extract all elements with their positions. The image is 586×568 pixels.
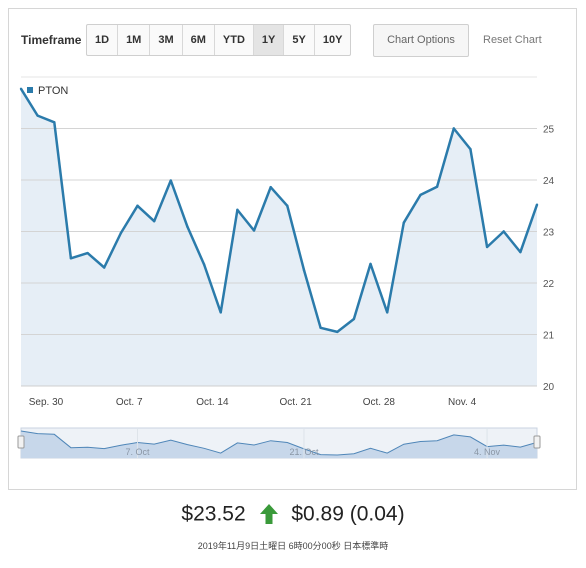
data-point[interactable] <box>336 330 339 334</box>
data-point[interactable] <box>169 179 173 182</box>
y-tick-label: 20 <box>543 382 555 393</box>
range-button-3m[interactable]: 3M <box>150 25 183 55</box>
navigator-line <box>20 430 538 456</box>
data-point[interactable] <box>519 250 522 254</box>
price-chart[interactable]: 20 21 22 23 24 25 Sep. 30 Oct. 7 Oct. 14 Oct. 21 O… <box>0 0 586 500</box>
navigator-handle-left[interactable] <box>17 435 25 449</box>
navigator-label: 4. Nov <box>474 447 501 457</box>
x-tick-label: Oct. 7 <box>116 397 143 408</box>
data-point[interactable] <box>419 193 422 197</box>
navigator-area <box>21 431 537 458</box>
data-point[interactable] <box>36 114 39 117</box>
y-tick-label: 23 <box>543 228 555 239</box>
data-point[interactable] <box>352 317 356 321</box>
y-tick-label: 21 <box>543 331 555 342</box>
data-point[interactable] <box>302 268 306 272</box>
data-point[interactable] <box>53 121 56 124</box>
x-tick-label: Oct. 28 <box>363 397 396 408</box>
data-point[interactable] <box>319 326 322 330</box>
range-button-1d[interactable]: 1D <box>87 25 119 55</box>
series-line-pton[interactable] <box>19 88 539 334</box>
price-area <box>21 88 537 387</box>
data-point[interactable] <box>186 225 189 229</box>
data-point[interactable] <box>136 204 139 207</box>
data-point[interactable] <box>252 229 256 232</box>
navigator-label: 7. Oct <box>126 447 151 457</box>
price-change: $0.89 (0.04) <box>291 502 405 526</box>
x-tick-label: Sep. 30 <box>29 397 64 408</box>
data-point[interactable] <box>385 311 389 314</box>
range-button-5y[interactable]: 5Y <box>284 25 315 55</box>
range-button-1m[interactable]: 1M <box>118 25 151 55</box>
data-point[interactable] <box>202 263 206 266</box>
data-point[interactable] <box>19 87 23 91</box>
range-button-1y[interactable]: 1Y <box>253 25 285 55</box>
timeframe-selector: 1D 1M 3M 6M YTD 1Y 5Y 10Y <box>86 24 352 56</box>
chart-options-button[interactable]: Chart Options <box>373 24 469 57</box>
data-point[interactable] <box>86 251 89 255</box>
navigator-handle-right[interactable] <box>533 435 541 449</box>
current-price: $23.52 <box>181 502 246 526</box>
data-point[interactable] <box>402 221 406 224</box>
data-point[interactable] <box>152 220 156 223</box>
data-point[interactable] <box>119 231 123 235</box>
data-point[interactable] <box>435 185 439 188</box>
x-tick-label: Oct. 21 <box>280 397 313 408</box>
data-point[interactable] <box>452 127 455 130</box>
data-point[interactable] <box>219 311 222 314</box>
data-point[interactable] <box>469 147 472 151</box>
y-tick-label: 24 <box>543 176 555 187</box>
data-point[interactable] <box>535 203 539 206</box>
arrow-up-icon <box>260 504 279 525</box>
reset-chart-button[interactable]: Reset Chart <box>483 34 542 46</box>
quote-line: $23.52 $0.89 (0.04) <box>0 502 586 526</box>
data-point[interactable] <box>236 208 239 212</box>
data-point[interactable] <box>269 186 272 189</box>
range-button-6m[interactable]: 6M <box>183 25 215 55</box>
y-tick-label: 25 <box>543 125 555 136</box>
data-point[interactable] <box>69 257 73 260</box>
y-tick-label: 22 <box>543 279 555 290</box>
data-point[interactable] <box>502 230 505 233</box>
x-tick-label: Oct. 14 <box>196 397 229 408</box>
range-button-ytd[interactable]: YTD <box>215 25 254 55</box>
data-point[interactable] <box>103 266 106 269</box>
legend-swatch <box>27 87 33 93</box>
data-point[interactable] <box>286 204 289 207</box>
data-point[interactable] <box>485 245 489 249</box>
quote-timestamp: 2019年11月9日土曜日 6時00分00秒 日本標準時 <box>197 541 389 551</box>
x-tick-label: Nov. 4 <box>448 397 477 408</box>
range-button-10y[interactable]: 10Y <box>322 34 343 46</box>
timeframe-label: Timeframe <box>21 33 82 47</box>
navigator-label: 21. Oct <box>289 447 319 457</box>
data-point[interactable] <box>369 262 372 266</box>
legend-label-pton: PTON <box>38 85 68 97</box>
